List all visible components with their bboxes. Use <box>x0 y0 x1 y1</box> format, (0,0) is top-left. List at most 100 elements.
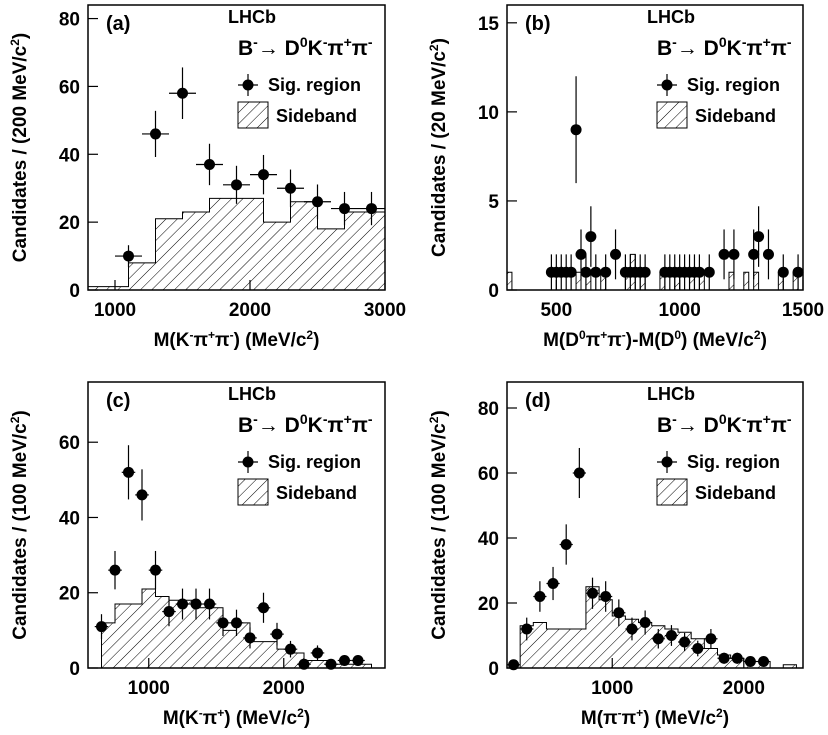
x-axis-title: M(D0π+π-)-M(D0) (MeV/c2) <box>543 328 767 351</box>
legend-sideband-label: Sideband <box>276 483 357 503</box>
x-axis-title-segment: M(π <box>581 708 618 729</box>
data-point <box>150 564 161 576</box>
decay-label-segment: → D <box>258 37 300 60</box>
y-tick-label: 5 <box>488 192 499 213</box>
x-axis-title: M(π-π+) (MeV/c2) <box>581 706 729 729</box>
decay-label-superscript: + <box>344 411 352 427</box>
data-point <box>705 633 717 645</box>
plot-frame <box>87 381 386 669</box>
y-tick-label: 15 <box>478 14 500 35</box>
y-tick-label: 60 <box>59 77 80 98</box>
y-tick-label: 80 <box>59 10 80 31</box>
data-point <box>258 602 269 614</box>
y-tick-label: 60 <box>478 464 499 485</box>
panel-label: (c) <box>106 390 130 412</box>
x-axis-title-superscript: - <box>230 328 234 342</box>
data-point <box>123 250 134 262</box>
data-point <box>285 643 296 655</box>
x-axis-title-segment: π <box>586 330 601 351</box>
experiment-label: LHCb <box>228 7 276 27</box>
data-point <box>610 248 622 260</box>
data-point <box>258 169 269 181</box>
data-point <box>613 607 625 619</box>
data-point <box>744 656 756 667</box>
decay-label-superscript: 0 <box>300 411 308 427</box>
decay-label-segment: → D <box>677 37 719 60</box>
data-point <box>731 652 743 664</box>
legend-sideband-swatch <box>656 478 688 506</box>
decay-label: B-→ D0K-π+π- <box>238 411 373 437</box>
data-point <box>792 266 804 278</box>
y-axis-title-segment: Candidates / (100 MeV/c <box>429 423 450 640</box>
data-point <box>534 591 546 602</box>
x-axis-title-segment: ) <box>313 330 319 351</box>
data-point <box>665 630 677 641</box>
decay-label-segment: π <box>771 414 787 437</box>
x-axis-title-superscript: + <box>636 706 643 720</box>
y-axis-title-segment: ) <box>10 410 31 416</box>
decay-label-segment: π <box>352 414 368 437</box>
x-tick-label: 1000 <box>591 678 633 699</box>
data-point <box>312 647 323 659</box>
y-tick-label: 0 <box>488 281 499 302</box>
x-axis-title-superscript: 2 <box>754 328 761 342</box>
data-point <box>312 196 323 208</box>
decay-label-segment: B <box>657 414 672 437</box>
x-axis-title-segment: ) <box>304 708 310 729</box>
x-axis-title: M(K-π+) (MeV/c2) <box>163 706 310 729</box>
decay-label-segment: π <box>327 414 343 437</box>
decay-label: B-→ D0K-π+π- <box>657 34 792 60</box>
decay-label-superscript: 0 <box>300 34 308 50</box>
panel-label: (b) <box>525 13 551 35</box>
decay-label-segment: K <box>727 414 742 437</box>
x-axis-title-superscript: 2 <box>306 328 313 342</box>
data-point <box>244 632 256 644</box>
data-point <box>508 659 520 671</box>
y-tick-label: 20 <box>59 584 80 605</box>
data-point <box>758 656 770 667</box>
x-tick-label: 2000 <box>263 678 305 699</box>
decay-label-segment: → D <box>677 414 719 437</box>
decay-label-segment: π <box>327 37 343 60</box>
x-tick-label: 1500 <box>782 300 824 321</box>
legend-signal-label: Sig. region <box>687 75 780 95</box>
y-axis-title-superscript: 2 <box>427 416 441 423</box>
decay-label-segment: B <box>238 414 253 437</box>
legend-signal-label: Sig. region <box>687 452 780 472</box>
x-axis-title-segment: π <box>622 708 637 729</box>
y-axis-title-segment: Candidates / (100 MeV/c <box>10 423 31 640</box>
decay-label: B-→ D0K-π+π- <box>238 34 373 60</box>
y-axis-title-segment: ) <box>429 410 450 416</box>
data-point <box>231 617 242 629</box>
data-point <box>204 158 215 170</box>
data-point <box>575 248 587 260</box>
x-tick-label: 1000 <box>128 678 170 699</box>
y-tick-label: 80 <box>478 399 499 420</box>
data-point <box>123 466 134 478</box>
data-point <box>190 598 202 610</box>
decay-label-superscript: - <box>253 411 258 427</box>
decay-label-segment: K <box>308 37 323 60</box>
decay-label-superscript: + <box>763 34 771 50</box>
decay-label-superscript: - <box>787 411 792 427</box>
x-axis-title-segment: M(K <box>154 330 190 351</box>
data-point <box>777 266 789 278</box>
x-axis-title-superscript: 0 <box>579 328 586 342</box>
x-axis-title-superscript: + <box>208 328 215 342</box>
legend-marker-dot <box>242 79 254 91</box>
y-axis-title: Candidates / (100 MeV/c2) <box>427 410 450 639</box>
legend-marker-dot <box>242 456 254 468</box>
data-point <box>177 598 188 610</box>
data-point <box>626 623 638 635</box>
x-axis-title: M(K-π+π-) (MeV/c2) <box>154 328 320 351</box>
x-tick-label: 500 <box>540 300 572 321</box>
data-point <box>521 623 533 635</box>
data-point <box>352 654 364 666</box>
data-point <box>565 266 577 278</box>
data-point <box>639 266 651 278</box>
data-point <box>748 248 760 260</box>
legend-sideband-label: Sideband <box>276 106 357 126</box>
